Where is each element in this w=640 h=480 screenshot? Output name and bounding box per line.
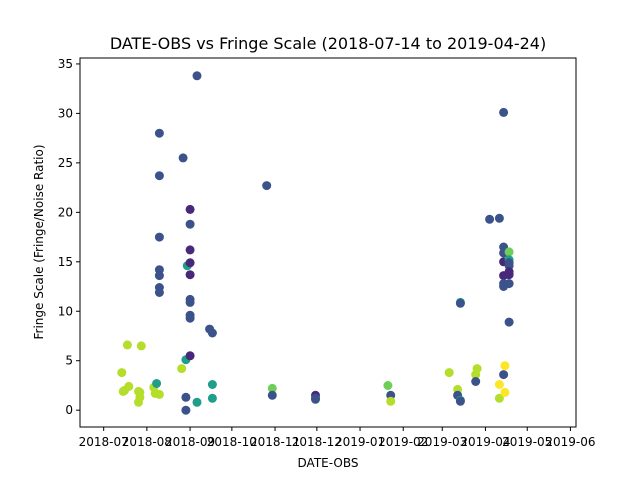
plot-area bbox=[80, 58, 576, 427]
data-point-76 bbox=[504, 247, 514, 257]
data-point-31 bbox=[185, 270, 195, 280]
data-point-73 bbox=[499, 370, 509, 380]
x-tick-label-0: 2018-07 bbox=[79, 435, 129, 449]
data-point-35 bbox=[185, 313, 195, 323]
data-point-22 bbox=[178, 153, 188, 163]
data-point-18 bbox=[154, 271, 164, 281]
data-point-64 bbox=[494, 380, 504, 389]
data-point-66 bbox=[499, 107, 509, 117]
data-points bbox=[117, 71, 514, 415]
x-tick-label-1: 2018-08 bbox=[122, 435, 172, 449]
data-point-45 bbox=[267, 390, 277, 400]
y-tick-label-0: 0 bbox=[65, 403, 73, 417]
data-point-8 bbox=[135, 392, 145, 402]
y-tick-label-2: 10 bbox=[58, 304, 73, 318]
chart-title: DATE-OBS vs Fringe Scale (2018-07-14 to … bbox=[110, 34, 546, 53]
data-point-9 bbox=[136, 341, 146, 351]
data-point-24 bbox=[181, 392, 191, 402]
x-tick-label-5: 2018-12 bbox=[292, 435, 342, 449]
x-tick-label-4: 2018-11 bbox=[250, 435, 300, 449]
data-point-42 bbox=[207, 393, 217, 403]
data-point-21 bbox=[177, 364, 187, 374]
data-point-3 bbox=[122, 340, 132, 350]
data-point-0 bbox=[117, 368, 127, 378]
data-point-75 bbox=[500, 387, 510, 397]
data-point-37 bbox=[192, 71, 202, 81]
data-point-65 bbox=[494, 393, 504, 403]
data-point-52 bbox=[444, 368, 454, 378]
x-axis-ticks: 2018-072018-082018-092018-102018-112018-… bbox=[79, 427, 595, 449]
data-point-30 bbox=[185, 258, 195, 268]
data-point-43 bbox=[262, 181, 272, 191]
x-tick-label-8: 2019-03 bbox=[417, 435, 467, 449]
data-point-56 bbox=[455, 298, 465, 308]
data-point-12 bbox=[152, 379, 162, 388]
data-point-15 bbox=[154, 171, 164, 181]
data-point-81 bbox=[504, 270, 514, 280]
data-point-40 bbox=[207, 328, 217, 338]
x-tick-label-10: 2019-05 bbox=[502, 435, 552, 449]
data-point-63 bbox=[494, 213, 504, 223]
data-point-58 bbox=[455, 396, 465, 406]
data-point-41 bbox=[207, 380, 217, 389]
data-point-13 bbox=[154, 389, 164, 399]
data-point-36 bbox=[185, 351, 195, 361]
data-point-38 bbox=[192, 397, 202, 407]
y-tick-label-4: 20 bbox=[58, 205, 73, 219]
data-point-48 bbox=[311, 394, 320, 404]
x-tick-label-6: 2019-01 bbox=[335, 435, 385, 449]
y-axis-label: Fringe Scale (Fringe/Noise Ratio) bbox=[32, 144, 46, 339]
data-point-29 bbox=[185, 245, 195, 255]
data-point-82 bbox=[504, 279, 514, 289]
data-point-83 bbox=[504, 317, 514, 327]
data-point-28 bbox=[185, 219, 195, 229]
data-point-14 bbox=[154, 128, 164, 138]
x-axis-label: DATE-OBS bbox=[298, 456, 359, 470]
data-point-20 bbox=[154, 288, 164, 297]
x-tick-label-7: 2019-02 bbox=[378, 435, 428, 449]
x-tick-label-2: 2018-09 bbox=[165, 435, 215, 449]
data-point-51 bbox=[386, 396, 396, 406]
y-tick-label-5: 25 bbox=[58, 156, 73, 170]
y-tick-label-1: 5 bbox=[65, 354, 73, 368]
data-point-44 bbox=[267, 383, 277, 393]
data-point-74 bbox=[500, 361, 510, 371]
x-tick-label-9: 2019-04 bbox=[460, 435, 510, 449]
data-point-62 bbox=[485, 214, 495, 224]
plot-border bbox=[79, 57, 577, 428]
data-point-4 bbox=[124, 381, 134, 391]
y-tick-label-7: 35 bbox=[58, 57, 73, 71]
data-point-61 bbox=[471, 377, 481, 386]
x-tick-label-11: 2019-06 bbox=[545, 435, 595, 449]
data-point-27 bbox=[185, 204, 195, 214]
data-point-16 bbox=[154, 232, 164, 242]
data-point-49 bbox=[383, 381, 393, 390]
y-tick-label-3: 15 bbox=[58, 255, 73, 269]
data-point-33 bbox=[185, 297, 195, 307]
data-point-25 bbox=[181, 405, 191, 415]
data-point-60 bbox=[472, 364, 482, 374]
y-axis-ticks: 0 5 10 15 20 25 30 35 bbox=[58, 57, 80, 417]
x-tick-label-3: 2018-10 bbox=[207, 435, 257, 449]
y-tick-label-6: 30 bbox=[58, 106, 73, 120]
